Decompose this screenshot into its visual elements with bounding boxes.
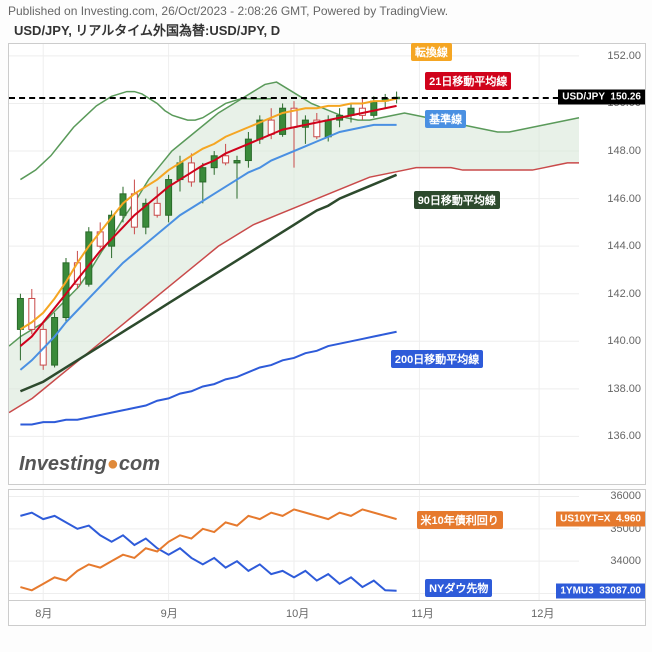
x-tick: 10月 — [286, 605, 309, 621]
legend-tenkan: 転換線 — [411, 43, 452, 61]
x-tick: 12月 — [531, 605, 554, 621]
legend-ma90: 90日移動平均線 — [414, 191, 500, 209]
x-tick: 9月 — [161, 605, 178, 621]
legend-kijun: 基準線 — [425, 110, 466, 128]
legend-ma200: 200日移動平均線 — [391, 350, 483, 368]
main-ytick: 140.00 — [607, 335, 641, 347]
publish-caption: Published on Investing.com, 26/Oct/2023 … — [0, 0, 652, 20]
legend-dow: NYダウ先物 — [425, 579, 492, 597]
watermark: Investing●com — [19, 453, 160, 476]
legend-ma21: 21日移動平均線 — [425, 72, 511, 90]
current-price-line — [9, 97, 579, 99]
sub-chart[interactable]: 33000340003500036000 米10年債利回りNYダウ先物 US10… — [8, 489, 646, 601]
main-ytick: 148.00 — [607, 145, 641, 157]
price-tag-dow: 1YMU3 33087.00 — [556, 583, 645, 598]
sub-ytick: 34000 — [610, 555, 641, 567]
price-tag-usdjpy: USD/JPY 150.26 — [558, 90, 645, 105]
main-ytick: 144.00 — [607, 240, 641, 252]
chart-title: USD/JPY, リアルタイム外国為替:USD/JPY, D — [0, 20, 652, 43]
x-tick: 11月 — [411, 605, 433, 621]
main-ytick: 152.00 — [607, 50, 641, 62]
sub-plot-svg — [9, 490, 645, 600]
price-tag-us10y: US10YT=X 4.960 — [556, 512, 645, 527]
x-tick: 8月 — [35, 605, 52, 621]
main-chart[interactable]: 136.00 138.00 140.00 142.00 144.00 146.00 148.… — [8, 43, 646, 485]
main-plot-svg — [9, 44, 645, 484]
main-ytick: 142.00 — [607, 288, 641, 300]
legend-us10y: 米10年債利回り — [417, 511, 503, 529]
sub-ytick: 36000 — [610, 490, 641, 502]
chart-container: Published on Investing.com, 26/Oct/2023 … — [0, 0, 652, 652]
main-ytick: 136.00 — [607, 430, 641, 442]
main-ytick: 146.00 — [607, 193, 641, 205]
main-ytick: 138.00 — [607, 383, 641, 395]
x-axis: 8月 9月 10月 11月 12月 — [8, 601, 646, 626]
